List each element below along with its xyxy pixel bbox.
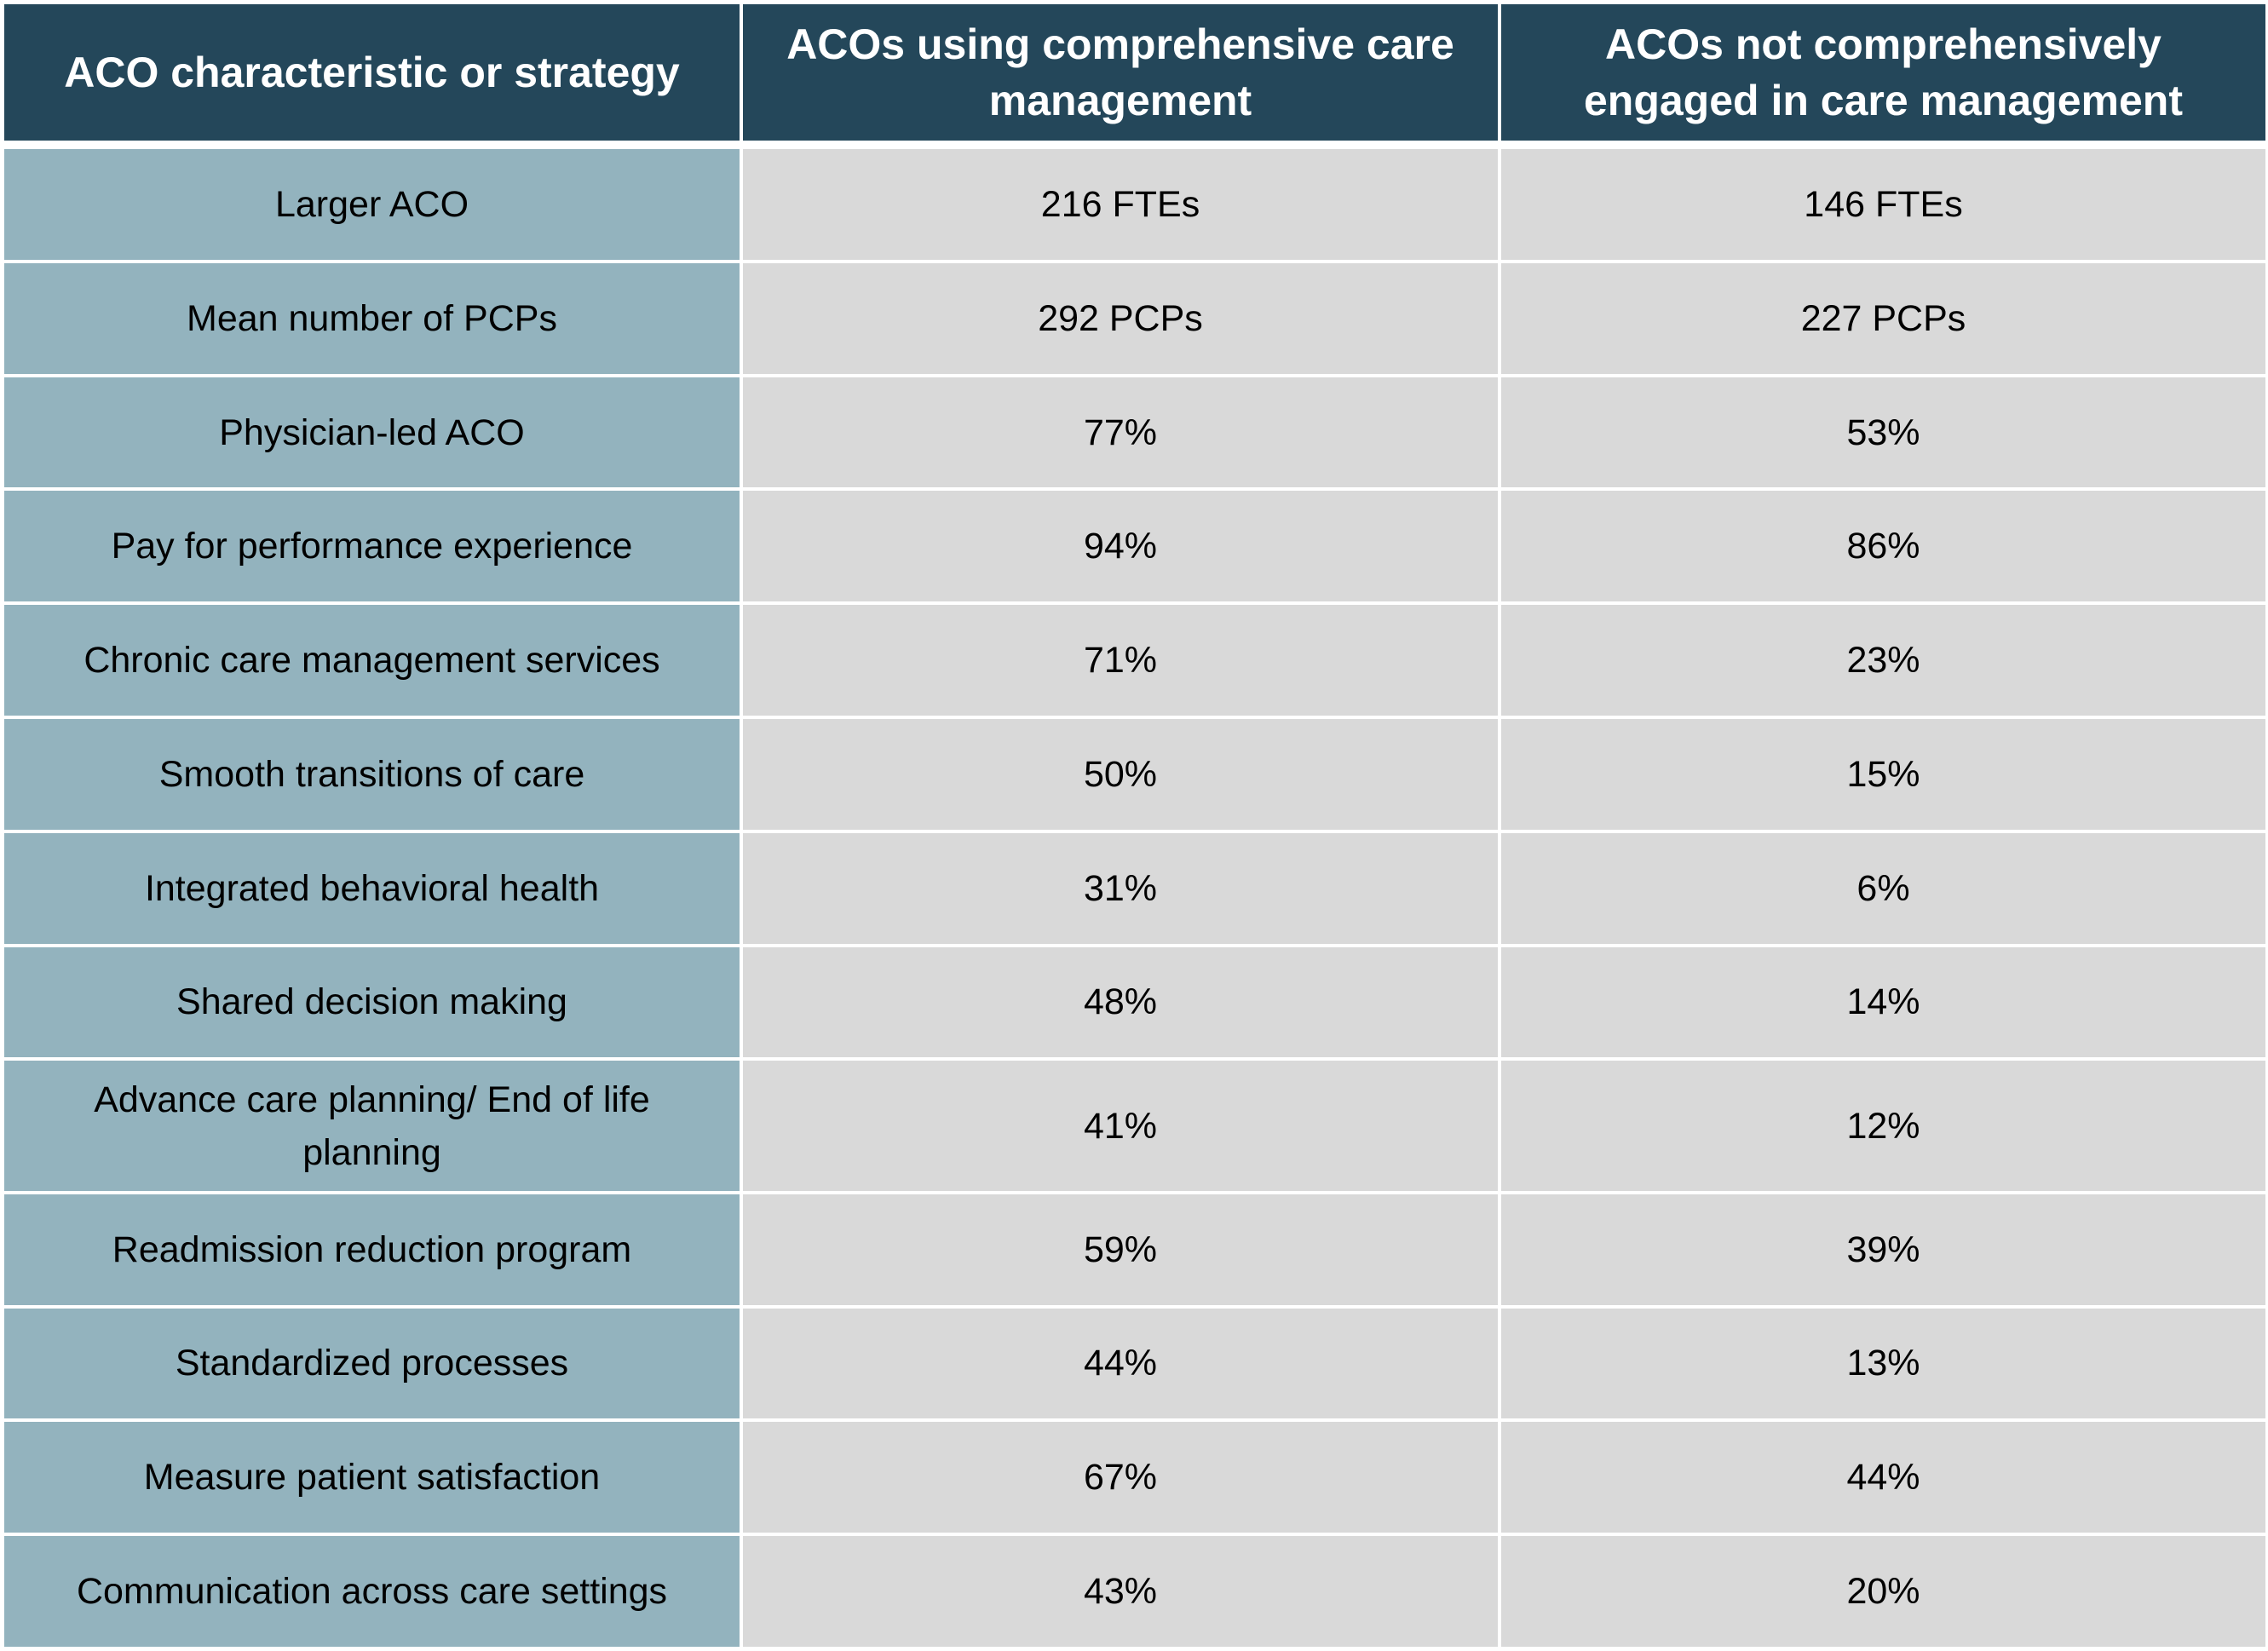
comprehensive-value: 41% <box>740 1057 1501 1194</box>
row-label: Measure patient satisfaction <box>4 1418 743 1537</box>
not-comprehensive-value: 86% <box>1498 487 2265 606</box>
table-row: Communication across care settings 43% 2… <box>4 1533 2265 1647</box>
row-label: Larger ACO <box>4 143 743 263</box>
table-row: Physician-led ACO 77% 53% <box>4 373 2265 492</box>
not-comprehensive-value: 23% <box>1498 601 2265 719</box>
row-label: Chronic care management services <box>4 601 743 719</box>
aco-comparison-table: ACO characteristic or strategy ACOs usin… <box>4 4 2265 1647</box>
row-label: Integrated behavioral health <box>4 829 743 947</box>
comprehensive-value: 50% <box>740 716 1501 833</box>
row-label: Physician-led ACO <box>4 373 743 492</box>
not-comprehensive-value: 53% <box>1498 373 2265 492</box>
not-comprehensive-value: 14% <box>1498 943 2265 1061</box>
table-row: Larger ACO 216 FTEs 146 FTEs <box>4 143 2265 263</box>
row-label: Pay for performance experience <box>4 487 743 606</box>
header-characteristic: ACO characteristic or strategy <box>4 4 743 149</box>
row-label: Mean number of PCPs <box>4 259 743 377</box>
not-comprehensive-value: 6% <box>1498 829 2265 947</box>
table-row: Advance care planning/ End of life plann… <box>4 1057 2265 1194</box>
table-row: Standardized processes 44% 13% <box>4 1304 2265 1423</box>
comprehensive-value: 71% <box>740 601 1501 719</box>
table-row: Readmission reduction program 59% 39% <box>4 1190 2265 1309</box>
comprehensive-value: 44% <box>740 1304 1501 1423</box>
row-label: Readmission reduction program <box>4 1190 743 1309</box>
table-row: Shared decision making 48% 14% <box>4 943 2265 1061</box>
table-row: Smooth transitions of care 50% 15% <box>4 716 2265 833</box>
not-comprehensive-value: 44% <box>1498 1418 2265 1537</box>
table-row: Integrated behavioral health 31% 6% <box>4 829 2265 947</box>
header-not-comprehensive: ACOs not comprehensively engaged in care… <box>1498 4 2265 149</box>
table-header-row: ACO characteristic or strategy ACOs usin… <box>4 4 2265 149</box>
row-label: Shared decision making <box>4 943 743 1061</box>
comprehensive-value: 216 FTEs <box>740 143 1501 263</box>
not-comprehensive-value: 15% <box>1498 716 2265 833</box>
comprehensive-value: 94% <box>740 487 1501 606</box>
comprehensive-value: 43% <box>740 1533 1501 1647</box>
not-comprehensive-value: 227 PCPs <box>1498 259 2265 377</box>
comparison-table-container: ACO characteristic or strategy ACOs usin… <box>4 4 2265 1647</box>
comprehensive-value: 67% <box>740 1418 1501 1537</box>
comprehensive-value: 77% <box>740 373 1501 492</box>
table-row: Measure patient satisfaction 67% 44% <box>4 1418 2265 1537</box>
table-row: Pay for performance experience 94% 86% <box>4 487 2265 606</box>
row-label: Smooth transitions of care <box>4 716 743 833</box>
header-comprehensive: ACOs using comprehensive care management <box>740 4 1501 149</box>
not-comprehensive-value: 146 FTEs <box>1498 143 2265 263</box>
row-label: Standardized processes <box>4 1304 743 1423</box>
comprehensive-value: 292 PCPs <box>740 259 1501 377</box>
comprehensive-value: 48% <box>740 943 1501 1061</box>
table-row: Chronic care management services 71% 23% <box>4 601 2265 719</box>
not-comprehensive-value: 39% <box>1498 1190 2265 1309</box>
not-comprehensive-value: 12% <box>1498 1057 2265 1194</box>
row-label: Advance care planning/ End of life plann… <box>4 1057 743 1194</box>
row-label: Communication across care settings <box>4 1533 743 1647</box>
not-comprehensive-value: 20% <box>1498 1533 2265 1647</box>
table-row: Mean number of PCPs 292 PCPs 227 PCPs <box>4 259 2265 377</box>
not-comprehensive-value: 13% <box>1498 1304 2265 1423</box>
comprehensive-value: 59% <box>740 1190 1501 1309</box>
comprehensive-value: 31% <box>740 829 1501 947</box>
